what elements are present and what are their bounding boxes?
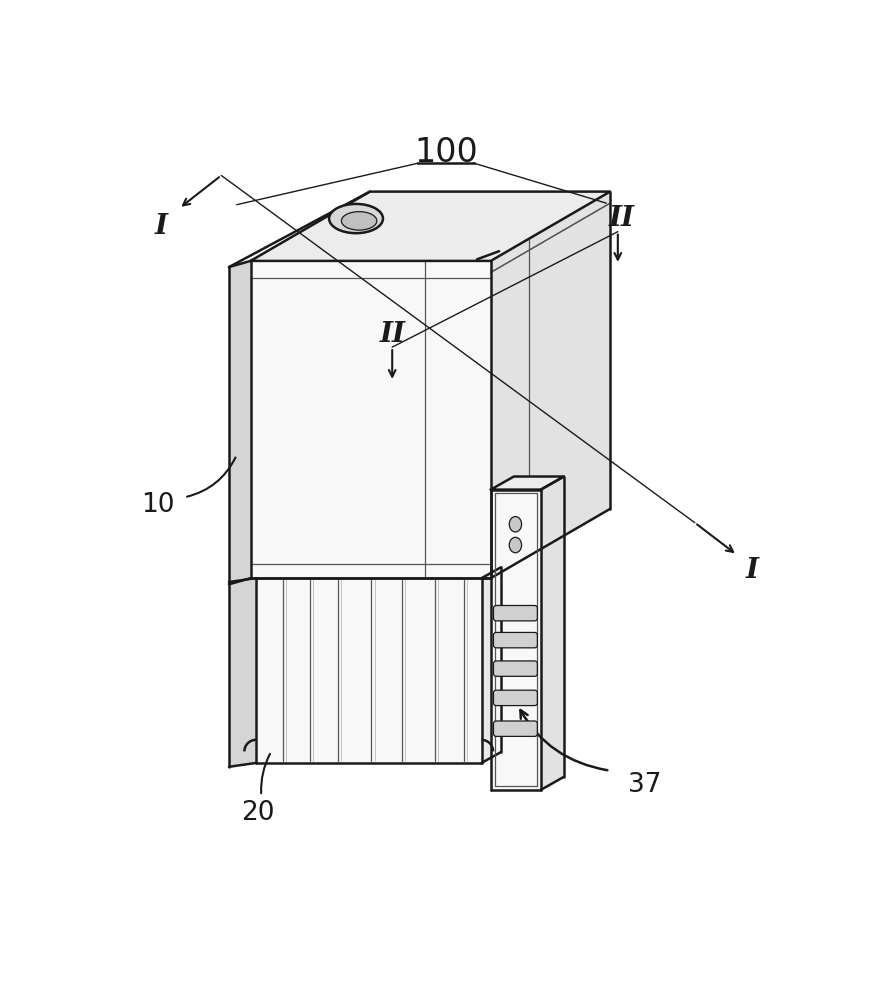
- FancyBboxPatch shape: [493, 605, 538, 621]
- Text: 37: 37: [628, 772, 661, 798]
- Ellipse shape: [329, 204, 383, 233]
- Text: II: II: [379, 321, 405, 348]
- Text: II: II: [609, 205, 635, 232]
- FancyBboxPatch shape: [493, 690, 538, 706]
- Ellipse shape: [342, 212, 376, 230]
- FancyBboxPatch shape: [493, 661, 538, 676]
- Text: 100: 100: [414, 136, 478, 169]
- Ellipse shape: [509, 537, 522, 553]
- FancyBboxPatch shape: [493, 632, 538, 648]
- Text: 20: 20: [241, 800, 275, 826]
- Polygon shape: [541, 477, 564, 790]
- Text: I: I: [746, 557, 759, 584]
- Polygon shape: [229, 578, 256, 767]
- Text: 10: 10: [142, 492, 175, 518]
- Polygon shape: [229, 261, 251, 584]
- Polygon shape: [256, 578, 481, 763]
- Text: I: I: [155, 213, 167, 240]
- FancyBboxPatch shape: [493, 721, 538, 736]
- Polygon shape: [251, 192, 611, 261]
- Polygon shape: [490, 490, 541, 790]
- Ellipse shape: [509, 517, 522, 532]
- Polygon shape: [481, 567, 501, 763]
- Polygon shape: [490, 192, 611, 578]
- Polygon shape: [251, 261, 490, 578]
- Polygon shape: [490, 477, 564, 490]
